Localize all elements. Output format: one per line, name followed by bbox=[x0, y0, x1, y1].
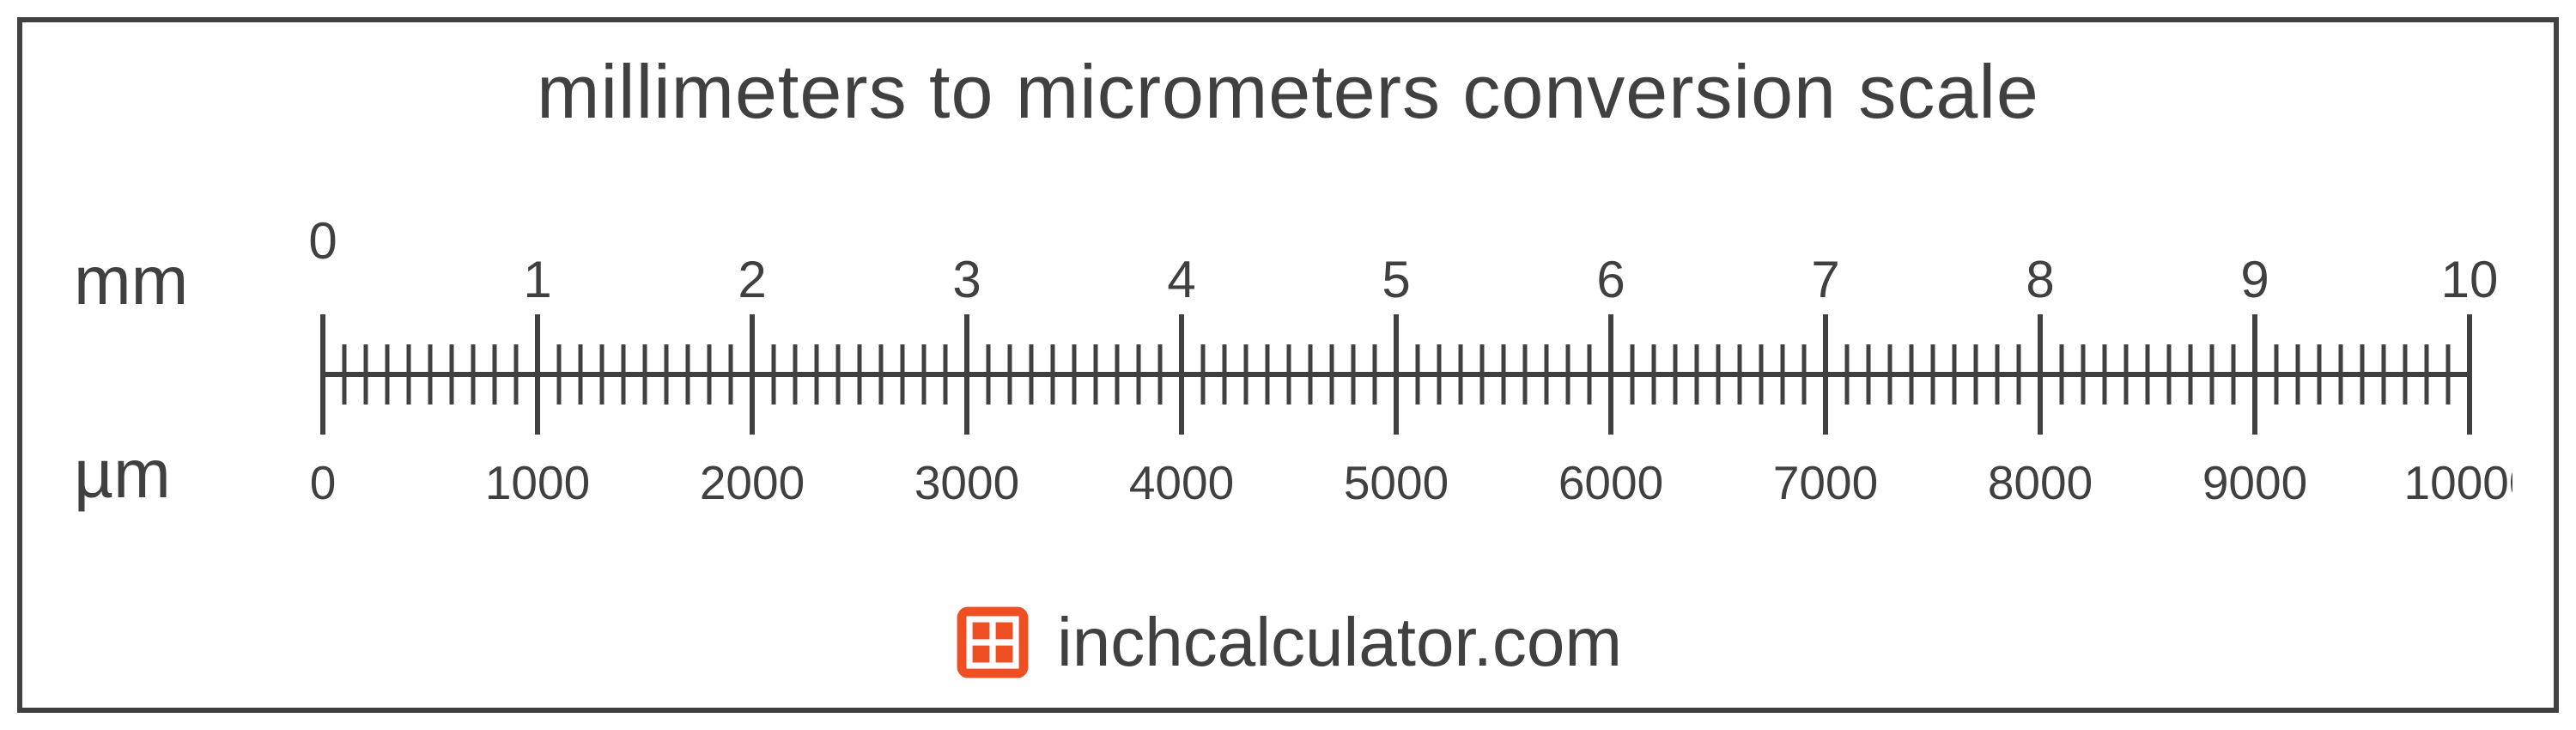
calculator-icon bbox=[954, 604, 1031, 681]
svg-text:1: 1 bbox=[523, 251, 551, 308]
svg-text:5000: 5000 bbox=[1344, 456, 1449, 509]
svg-text:9000: 9000 bbox=[2202, 456, 2307, 509]
svg-text:6000: 6000 bbox=[1558, 456, 1663, 509]
svg-text:6: 6 bbox=[1596, 251, 1625, 308]
svg-text:10000: 10000 bbox=[2404, 456, 2512, 509]
svg-text:10: 10 bbox=[2441, 251, 2499, 308]
svg-text:2000: 2000 bbox=[700, 456, 805, 509]
svg-text:2: 2 bbox=[738, 251, 766, 308]
svg-text:5: 5 bbox=[1382, 251, 1410, 308]
svg-text:0: 0 bbox=[310, 456, 337, 509]
frame: millimeters to micrometers conversion sc… bbox=[17, 17, 2559, 713]
diagram-title: millimeters to micrometers conversion sc… bbox=[22, 48, 2554, 136]
svg-text:7: 7 bbox=[1811, 251, 1839, 308]
svg-text:3000: 3000 bbox=[914, 456, 1019, 509]
footer: inchcalculator.com bbox=[22, 603, 2554, 682]
svg-text:4: 4 bbox=[1167, 251, 1195, 308]
svg-text:8000: 8000 bbox=[1988, 456, 2093, 509]
svg-text:9: 9 bbox=[2240, 251, 2269, 308]
svg-text:8: 8 bbox=[2026, 251, 2054, 308]
footer-text: inchcalculator.com bbox=[1057, 603, 1622, 682]
svg-text:7000: 7000 bbox=[1773, 456, 1878, 509]
conversion-scale-svg: 0 1 2 3 4 5 6 7 8 9 10 0 1000 2000 3000 4000 5000 6000 700… bbox=[280, 177, 2512, 538]
svg-text:3: 3 bbox=[952, 251, 981, 308]
svg-text:1000: 1000 bbox=[485, 456, 590, 509]
outer-container: millimeters to micrometers conversion sc… bbox=[0, 0, 2576, 730]
unit-label-top: mm bbox=[74, 241, 188, 320]
svg-text:4000: 4000 bbox=[1129, 456, 1234, 509]
unit-label-bottom: µm bbox=[74, 435, 171, 514]
scale-area: 0 1 2 3 4 5 6 7 8 9 10 0 1000 2000 3000 4000 5000 6000 700… bbox=[280, 177, 2512, 538]
svg-text:0: 0 bbox=[308, 212, 337, 270]
